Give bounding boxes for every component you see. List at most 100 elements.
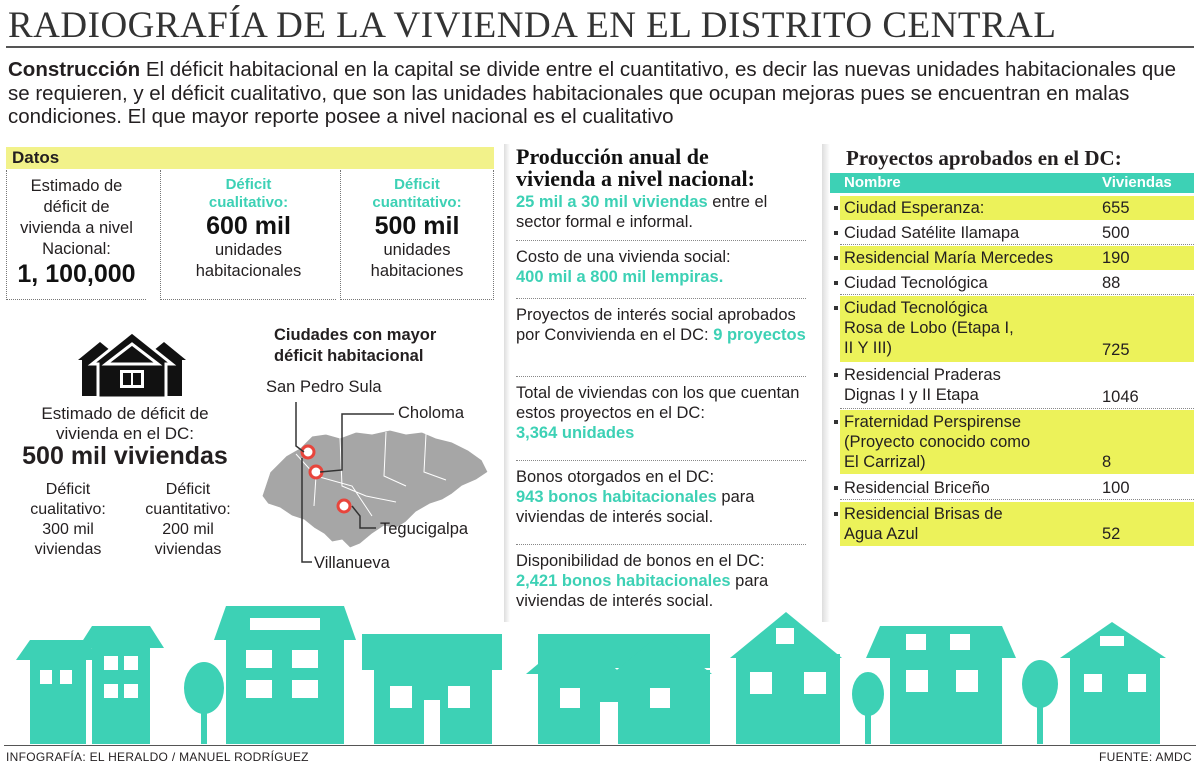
production-highlight: 3,364 unidades	[516, 424, 635, 442]
quantitative-unit-2: habitaciones	[370, 262, 464, 280]
title-divider	[6, 46, 1194, 48]
project-value: 52	[1102, 525, 1121, 543]
qualitative-unit-1: unidades	[215, 241, 282, 259]
footer-credit: INFOGRAFÍA: EL HERALDO / MANUEL RODRÍGUE…	[6, 750, 309, 764]
houses-icon	[78, 330, 186, 398]
datos-header-bar: Datos	[6, 147, 494, 169]
houses-skyline-illustration	[16, 606, 1166, 744]
intro-text: El déficit habitacional en la capital se…	[8, 58, 1177, 128]
project-name: Ciudad Tecnológica	[844, 274, 988, 292]
production-highlight: 400 mil a 800 mil lempiras.	[516, 268, 724, 286]
national-label-3: vivienda a nivel	[20, 219, 133, 237]
dc-qual-3: 300 mil	[42, 521, 94, 538]
dc-qual-2: cualitativo:	[30, 501, 106, 518]
production-text: para viviendas de interés social.	[516, 488, 755, 526]
project-name: Ciudad Esperanza:	[844, 199, 985, 217]
production-title: Producción anual de vivienda a nivel nac…	[516, 146, 806, 190]
project-name: Residencial Brisas de Agua Azul	[844, 505, 1003, 543]
production-text: Costo de una vivienda social:	[516, 248, 731, 266]
footer-divider	[4, 745, 1196, 746]
table-row: Fraternidad Perspirense (Proyecto conoci…	[830, 410, 1194, 474]
project-value: 1046	[1102, 388, 1139, 406]
intro-paragraph: Construcción El déficit habitacional en …	[8, 58, 1194, 129]
production-highlight: 25 mil a 30 mil viviendas	[516, 193, 708, 211]
dc-quant-1: Déficit	[165, 481, 211, 498]
production-item: 25 mil a 30 mil viviendas entre el secto…	[516, 192, 806, 232]
table-row: Residencial Praderas Dignas I y II Etapa…	[830, 363, 1194, 409]
production-text: Bonos otorgados en el DC:	[516, 468, 715, 486]
project-name: Fraternidad Perspirense (Proyecto conoci…	[844, 413, 1031, 471]
city-label-villanueva: Villanueva	[314, 554, 390, 572]
project-name: Residencial Briceño	[844, 479, 990, 497]
project-value: 88	[1102, 274, 1121, 292]
qualitative-value: 600 mil	[206, 212, 291, 240]
qualitative-unit-2: habitacionales	[195, 262, 302, 280]
dc-qual-4: viviendas	[34, 541, 102, 558]
project-name: Ciudad Satélite Ilamapa	[844, 224, 1020, 242]
dc-qualitative: Déficit cualitativo: 300 mil viviendas	[8, 480, 128, 560]
dc-quantitative: Déficit cuantitativo: 200 mil viviendas	[128, 480, 248, 560]
page-title: RADIOGRAFÍA DE LA VIVIENDA EN EL DISTRIT…	[8, 5, 1057, 46]
national-label-4: Nacional:	[42, 240, 111, 258]
table-row: Residencial Brisas de Agua Azul 52	[830, 502, 1194, 546]
dc-value: 500 mil viviendas	[22, 442, 228, 470]
project-value: 190	[1102, 249, 1130, 267]
project-value: 100	[1102, 479, 1130, 497]
cities-title-2: déficit habitacional	[274, 347, 424, 365]
project-value: 500	[1102, 224, 1130, 242]
dc-quant-4: viviendas	[154, 541, 222, 558]
production-item: Costo de una vivienda social: 400 mil a …	[516, 240, 806, 287]
projects-table-header: Nombre Viviendas	[830, 173, 1194, 193]
production-text: para viviendas de interés social.	[516, 572, 769, 610]
quantitative-unit-1: unidades	[383, 241, 451, 259]
project-name: Ciudad Tecnológica Rosa de Lobo (Etapa I…	[844, 299, 1014, 357]
quantitative-label-2: cuantitativo:	[372, 194, 462, 211]
dc-estimate-label: Estimado de déficit de vivienda en el DC…	[6, 404, 244, 444]
project-name: Residencial María Mercedes	[844, 249, 1054, 267]
dc-quant-3: 200 mil	[162, 521, 214, 538]
col-name-header: Nombre	[844, 174, 901, 191]
project-value: 725	[1102, 341, 1130, 359]
qualitative-label-1: Déficit	[225, 176, 272, 193]
quantitative-value: 500 mil	[374, 212, 460, 240]
cities-title: Ciudades con mayor déficit habitacional	[274, 325, 474, 367]
cities-title-1: Ciudades con mayor	[274, 326, 437, 344]
production-title-1: Producción anual de	[516, 144, 709, 169]
project-value: 8	[1102, 453, 1112, 471]
dc-qual-1: Déficit	[45, 481, 91, 498]
production-title-2: vivienda a nivel nacional:	[516, 166, 755, 191]
table-row: Ciudad Tecnológica Rosa de Lobo (Etapa I…	[830, 296, 1194, 362]
production-text: Total de viviendas con los que cuentan e…	[516, 384, 800, 422]
project-value: 655	[1102, 199, 1130, 217]
table-row: Ciudad Satélite Ilamapa 500	[830, 221, 1194, 245]
production-divider	[504, 144, 510, 622]
dc-label-2: vivienda en el DC:	[56, 424, 194, 443]
dc-quant-2: cuantitativo:	[145, 501, 231, 518]
table-row: Ciudad Tecnológica 88	[830, 271, 1194, 295]
intro-lead: Construcción	[8, 58, 141, 81]
qualitative-label-2: cualitativo:	[208, 194, 289, 211]
dc-label-1: Estimado de déficit de	[41, 404, 209, 423]
table-row: Residencial María Mercedes 190	[830, 246, 1194, 270]
city-label-tegucigalpa: Tegucigalpa	[380, 520, 469, 538]
national-label-1: Estimado de	[30, 177, 123, 195]
production-highlight: 943 bonos habitacionales	[516, 488, 717, 506]
project-name: Residencial Praderas Dignas I y II Etapa	[844, 366, 1001, 404]
footer-source: FUENTE: AMDC	[1099, 750, 1192, 764]
honduras-map	[261, 402, 489, 563]
production-text: Disponibilidad de bonos en el DC:	[516, 552, 765, 570]
city-label-san-pedro-sula: San Pedro Sula	[266, 378, 382, 396]
national-value: 1, 100,000	[17, 260, 136, 288]
production-item: Proyectos de interés social aprobados po…	[516, 298, 806, 345]
quantitative-label-1: Déficit	[394, 176, 440, 193]
production-highlight: 2,421 bonos habitacionales	[516, 572, 731, 590]
production-item: Disponibilidad de bonos en el DC: 2,421 …	[516, 544, 806, 611]
national-deficit-block: Estimado de déficit de vivienda a nivel …	[6, 170, 146, 300]
table-row: Residencial Briceño 100	[830, 476, 1194, 500]
qualitative-deficit-block: Déficit cualitativo: 600 mil unidades ha…	[160, 170, 336, 300]
city-label-choloma: Choloma	[398, 404, 465, 422]
national-label-2: déficit de	[43, 198, 110, 216]
production-item: Bonos otorgados en el DC: 943 bonos habi…	[516, 460, 806, 527]
projects-divider	[822, 144, 830, 622]
production-text: Proyectos de interés social aprobados po…	[516, 306, 796, 344]
